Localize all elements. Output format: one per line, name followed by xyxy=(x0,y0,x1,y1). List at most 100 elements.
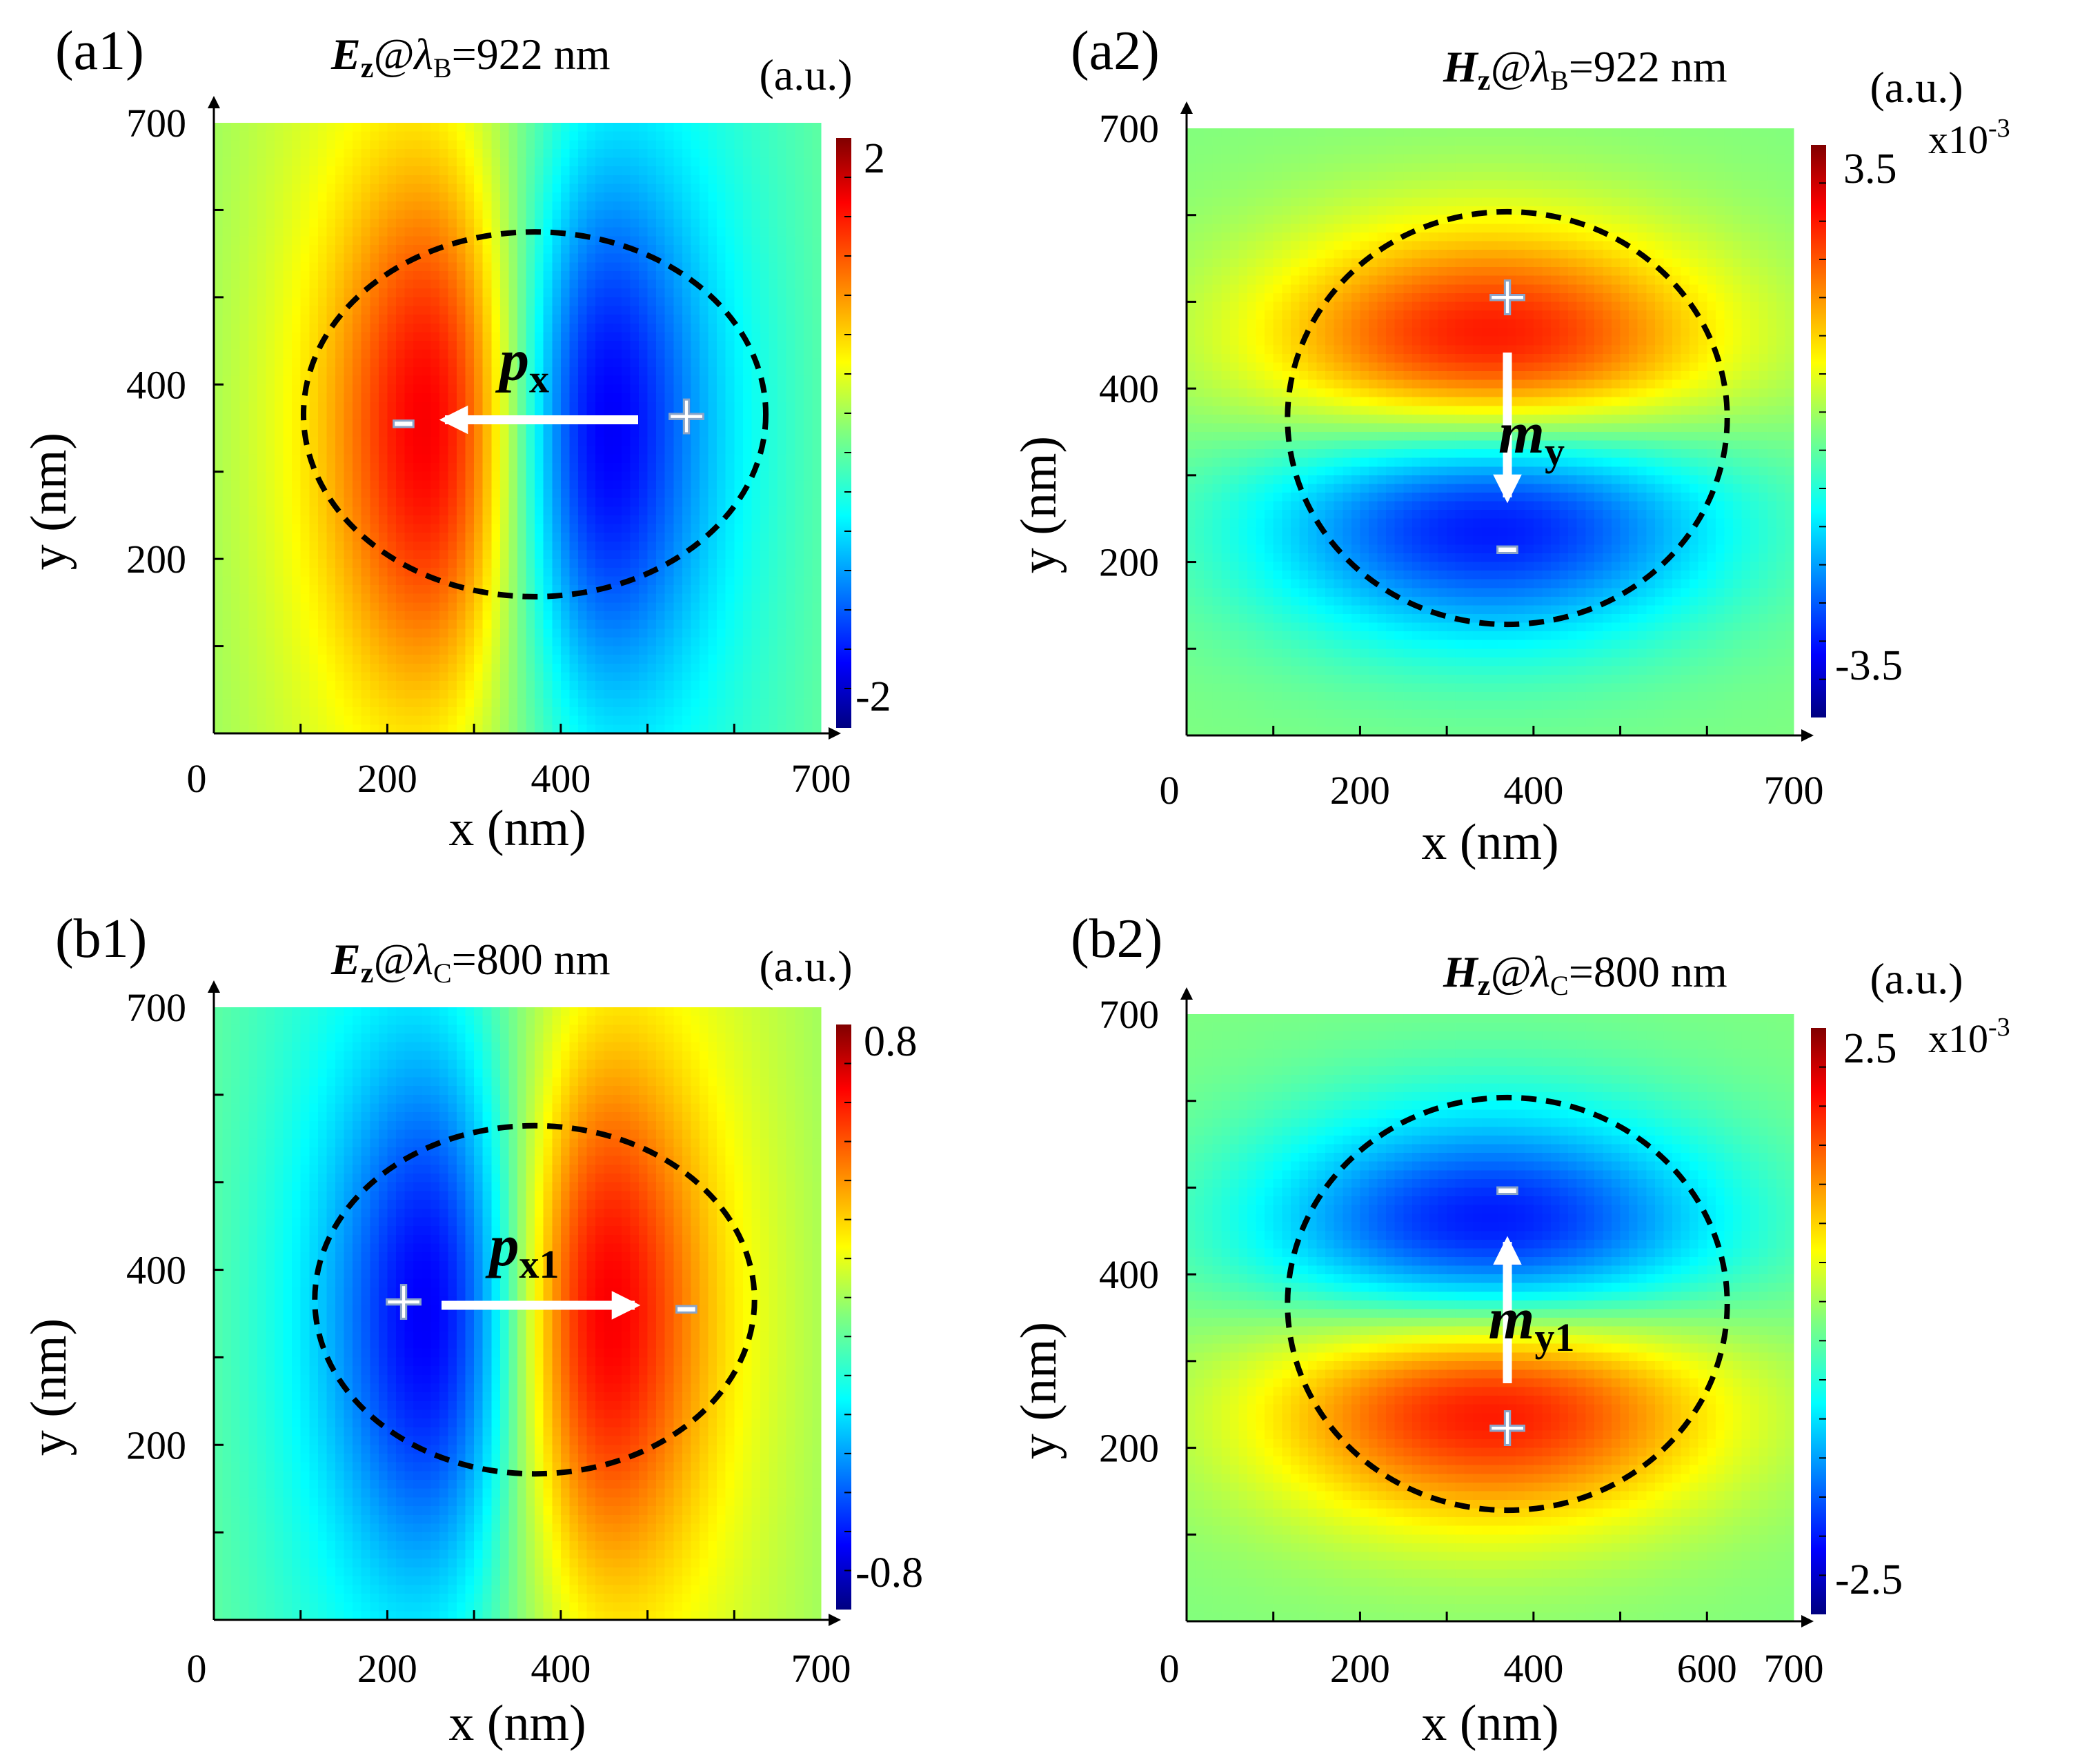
heatmap-cell xyxy=(751,279,761,289)
heatmap-cell xyxy=(378,201,388,211)
heatmap-cell xyxy=(803,375,813,385)
heatmap-cell xyxy=(613,707,622,717)
heatmap-cell xyxy=(430,166,440,176)
heatmap-cell xyxy=(361,245,370,255)
heatmap-cell xyxy=(578,471,588,481)
heatmap-cell xyxy=(465,262,475,272)
heatmap-cell xyxy=(344,506,353,516)
heatmap-cell xyxy=(508,698,518,708)
heatmap-cell xyxy=(326,279,336,289)
heatmap-cell xyxy=(578,375,588,385)
heatmap-cell xyxy=(769,620,778,629)
heatmap-cell xyxy=(482,184,492,193)
heatmap-cell xyxy=(586,567,596,577)
heatmap-cell xyxy=(717,707,726,717)
heatmap-cell xyxy=(691,463,700,473)
heatmap-cell xyxy=(396,489,406,499)
heatmap-cell xyxy=(474,349,484,359)
heatmap-cell xyxy=(760,210,770,219)
heatmap-cell xyxy=(499,533,510,542)
heatmap-cell xyxy=(717,489,726,499)
heatmap-cell xyxy=(457,497,466,507)
heatmap-cell xyxy=(656,620,666,629)
heatmap-cell xyxy=(604,184,613,193)
heatmap-cell xyxy=(482,602,492,612)
heatmap-cell xyxy=(275,463,284,473)
heatmap-cell xyxy=(517,524,527,533)
heatmap-cell xyxy=(457,533,466,542)
heatmap-cell xyxy=(795,533,804,542)
heatmap-cell xyxy=(370,219,379,228)
heatmap-cell xyxy=(404,428,414,437)
heatmap-cell xyxy=(439,550,449,560)
heatmap-cell xyxy=(777,306,787,315)
heatmap-cell xyxy=(222,341,232,350)
heatmap-cell xyxy=(283,123,293,132)
heatmap-cell xyxy=(664,201,674,211)
heatmap-cell xyxy=(214,157,224,167)
heatmap-cell xyxy=(370,646,379,655)
heatmap-cell xyxy=(1472,128,1483,138)
heatmap-cell xyxy=(292,157,301,167)
heatmap-cell xyxy=(474,707,484,717)
heatmap-cell xyxy=(691,576,700,586)
heatmap-cell xyxy=(777,349,787,359)
heatmap-cell xyxy=(639,533,648,542)
heatmap-cell xyxy=(283,524,293,533)
heatmap-cell xyxy=(647,637,657,647)
heatmap-cell xyxy=(691,227,700,237)
heatmap-cell xyxy=(517,463,527,473)
heatmap-cell xyxy=(734,559,744,568)
heatmap-cell xyxy=(578,515,588,525)
heatmap-cell xyxy=(361,315,370,324)
heatmap-cell xyxy=(370,297,379,307)
heatmap-cell xyxy=(595,332,605,341)
heatmap-cell xyxy=(630,559,640,568)
heatmap-cell xyxy=(786,279,795,289)
heatmap-cell xyxy=(803,715,813,725)
heatmap-cell xyxy=(535,480,544,490)
heatmap-cell xyxy=(639,463,648,473)
heatmap-cell xyxy=(231,550,241,560)
heatmap-cell xyxy=(508,123,518,132)
heatmap-cell xyxy=(283,506,293,516)
heatmap-cell xyxy=(595,367,605,377)
heatmap-cell xyxy=(370,175,379,185)
heatmap-cell xyxy=(725,611,735,621)
heatmap-cell xyxy=(430,454,440,464)
heatmap-cell xyxy=(613,463,622,473)
heatmap-cell xyxy=(231,506,241,516)
colorbar xyxy=(836,138,851,728)
heatmap-cell xyxy=(803,585,813,595)
heatmap-cell xyxy=(578,628,588,638)
heatmap-cell xyxy=(734,297,744,307)
heatmap-cell xyxy=(361,593,370,603)
heatmap-cell xyxy=(552,541,562,551)
heatmap-cell xyxy=(664,480,674,490)
heatmap-cell xyxy=(309,567,319,577)
heatmap-cell xyxy=(387,585,397,595)
heatmap-cell xyxy=(769,454,778,464)
heatmap-cell xyxy=(439,515,449,525)
heatmap-cell xyxy=(309,384,319,394)
heatmap-cell xyxy=(795,358,804,368)
heatmap-cell xyxy=(430,384,440,394)
heatmap-cell xyxy=(1282,128,1291,138)
heatmap-cell xyxy=(465,201,475,211)
heatmap-cell xyxy=(769,637,778,647)
heatmap-cell xyxy=(621,471,631,481)
heatmap-cell xyxy=(691,672,700,682)
heatmap-cell xyxy=(812,419,822,429)
heatmap-cell xyxy=(465,698,475,708)
heatmap-cell xyxy=(700,681,709,691)
heatmap-cell xyxy=(569,637,579,647)
heatmap-cell xyxy=(239,184,249,193)
heatmap-cell xyxy=(283,279,293,289)
heatmap-cell xyxy=(656,184,666,193)
heatmap-cell xyxy=(812,384,822,394)
heatmap-cell xyxy=(621,663,631,673)
heatmap-cell xyxy=(569,541,579,551)
heatmap-cell xyxy=(257,140,267,150)
heatmap-cell xyxy=(760,480,770,490)
heatmap-cell xyxy=(560,602,571,612)
